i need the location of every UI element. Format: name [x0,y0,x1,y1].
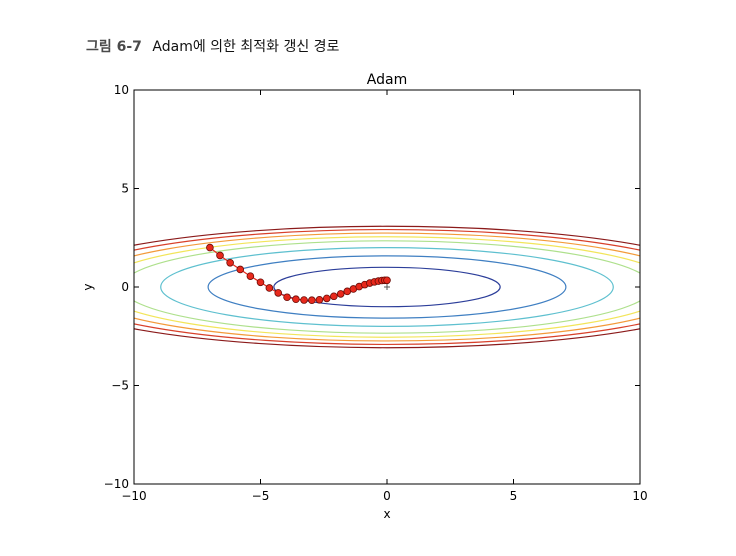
path-point [206,243,214,252]
contour-line-6 [134,232,640,342]
path-line [209,247,387,301]
contour-line-5 [134,236,640,338]
optimization-path [209,247,387,301]
x-tick-label: −10 [121,489,146,503]
y-tick-label: 0 [121,280,129,294]
contour-line-4 [134,240,640,334]
path-point [283,293,291,302]
x-tick-label: 5 [510,489,518,503]
y-tick-label: −10 [104,477,129,491]
figure-caption: 그림 6-7 Adam에 의한 최적화 갱신 경로 [86,36,339,56]
chart-title: Adam [367,72,407,88]
x-axis-label: x [383,507,390,521]
path-point [216,251,224,260]
contour-line-3 [160,247,614,328]
optimization-points [206,243,391,304]
path-point [265,284,274,292]
path-point [336,290,345,298]
path-point [315,296,324,304]
y-axis-label: y [81,283,95,290]
x-tick-label: −5 [252,489,270,503]
contour-line-2 [207,255,567,319]
contour-line-1 [273,266,501,308]
minimum-marker [384,284,390,290]
y-tick-label: 10 [114,83,129,97]
contour-line-8 [134,225,640,349]
x-tick-label: 10 [632,489,647,503]
path-point [256,278,265,287]
y-tick-label: 5 [121,182,129,196]
path-point [308,296,316,304]
path-point [383,276,391,285]
x-axis-ticks: −10 −5 0 5 10 [121,90,648,503]
path-point [322,294,331,303]
path-point [246,272,255,280]
path-point [226,258,234,267]
path-point [274,289,283,297]
path-point [236,265,245,274]
y-tick-label: −5 [111,379,129,393]
path-point [292,295,300,304]
figure-caption-text: Adam에 의한 최적화 갱신 경로 [152,39,340,55]
path-point [300,296,308,304]
y-axis-ticks: −10 −5 0 5 10 [104,83,640,491]
x-tick-label: 0 [383,489,391,503]
contour-line-7 [134,228,640,346]
contour-lines [134,225,640,349]
path-point [330,292,338,301]
figure-number: 그림 6-7 [86,39,142,55]
